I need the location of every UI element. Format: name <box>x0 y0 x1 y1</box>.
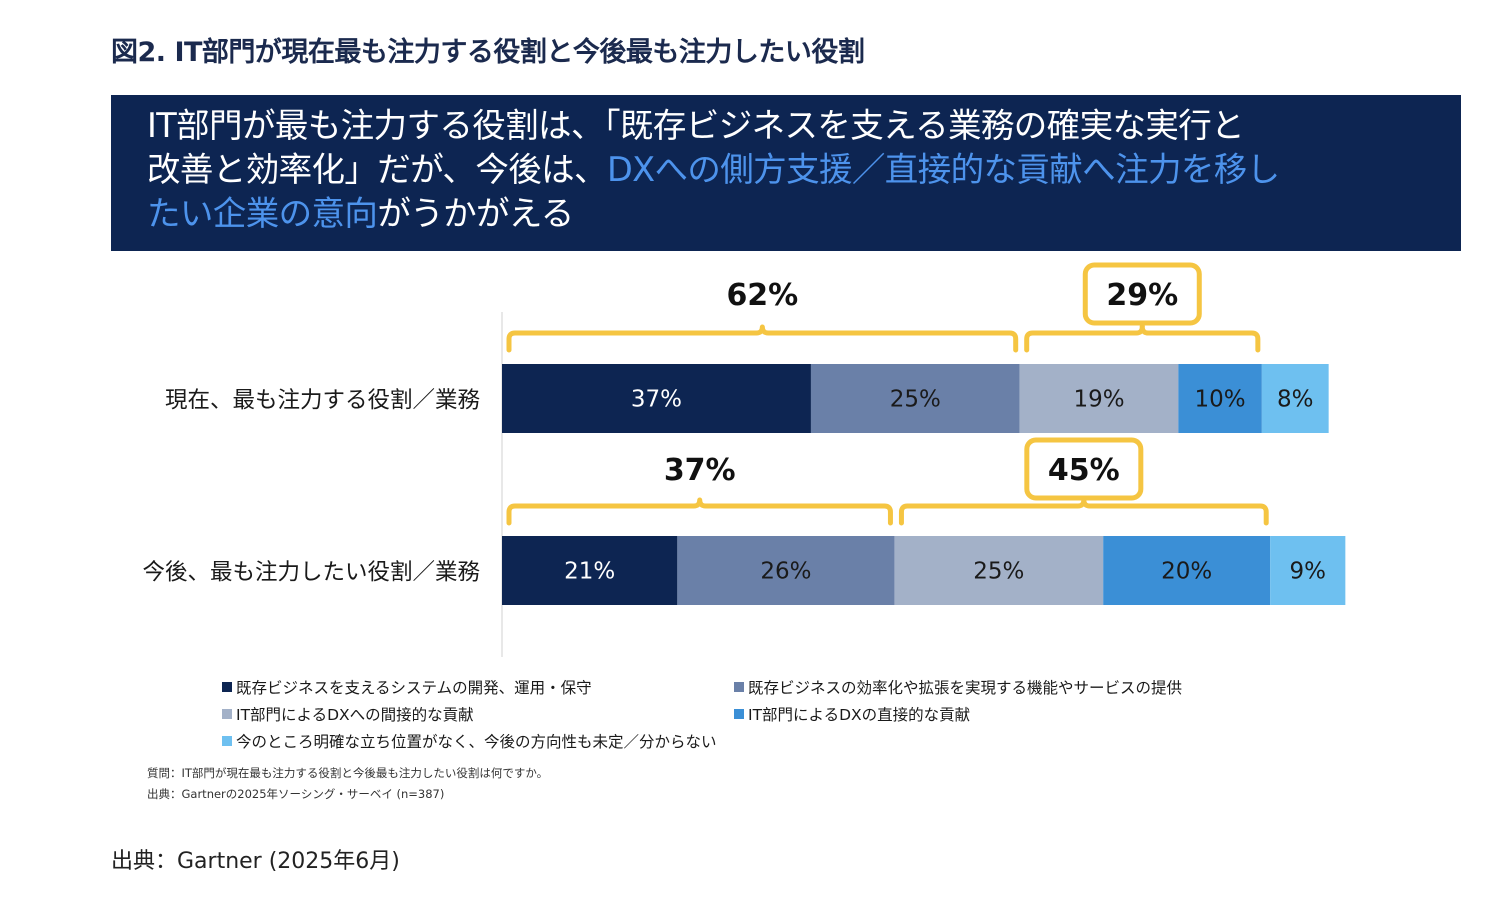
legend-swatch <box>222 682 232 692</box>
bracket-total-label: 62% <box>726 278 798 313</box>
legend-swatch <box>222 736 232 746</box>
legend-item: 既存ビジネスの効率化や拡張を実現する機能やサービスの提供 <box>734 676 1182 698</box>
bar-value-label: 8% <box>1277 387 1314 413</box>
bar-segment <box>1019 364 1179 433</box>
bar-value-label: 21% <box>564 559 615 585</box>
survey-question-note: 質問：IT部門が現在最も注力する役割と今後最も注力したい役割は何ですか。 <box>147 766 549 780</box>
legend-label: 既存ビジネスの効率化や拡張を実現する機能やサービスの提供 <box>748 679 1183 697</box>
legend-item: 既存ビジネスを支えるシステムの開発、運用・保守 <box>222 676 592 698</box>
banner-line-3-highlight: たい企業の意向 <box>147 194 378 233</box>
banner-line-3: たい企業の意向がうかがえる <box>147 192 1451 236</box>
legend-item: IT部門によるDXの直接的な貢献 <box>734 703 970 725</box>
bar-value-label: 25% <box>973 559 1024 585</box>
bracket-total-label: 45% <box>1048 453 1120 488</box>
bar-segment <box>810 364 1020 433</box>
bracket-label-box <box>1024 437 1144 501</box>
legend-item: 今のところ明確な立ち位置がなく、今後の方向性も未定／分からない <box>222 730 717 752</box>
legend-label: 既存ビジネスを支えるシステムの開発、運用・保守 <box>236 679 592 697</box>
bracket-line <box>506 497 893 526</box>
bar-segment <box>502 536 678 605</box>
category-label: 今後、最も注力したい役割／業務 <box>142 560 480 586</box>
bracket-line <box>1024 324 1261 353</box>
survey-source-note: 出典：Gartnerの2025年ソーシング・サーベイ (n=387) <box>147 787 445 801</box>
bar-segment <box>894 536 1104 605</box>
banner-line-1: IT部門が最も注力する役割は、「既存ビジネスを支える業務の確実な実行と <box>147 106 1245 145</box>
bar-segment <box>1103 536 1271 605</box>
banner-line-2: 改善と効率化」だが、今後は、DXへの側方支援／直接的な貢献へ注力を移し <box>147 148 1451 192</box>
bar-value-label: 26% <box>760 559 811 585</box>
bar-value-label: 19% <box>1073 387 1124 413</box>
bracket-total-label: 37% <box>664 453 736 488</box>
legend-label: 今のところ明確な立ち位置がなく、今後の方向性も未定／分からない <box>236 733 717 751</box>
banner-line-2-highlight: DXへの側方支援／直接的な貢献へ注力を移し <box>606 150 1280 189</box>
bracket-line <box>898 497 1269 526</box>
legend-label: IT部門によるDXの直接的な貢献 <box>748 706 971 724</box>
bar-value-label: 20% <box>1161 559 1212 585</box>
figure-title: 図2. IT部門が現在最も注力する役割と今後最も注力したい役割 <box>111 37 865 68</box>
bar-segment <box>1178 364 1262 433</box>
legend-swatch <box>734 709 744 719</box>
bracket-label-box <box>1082 262 1202 326</box>
bar-segment <box>1261 364 1329 433</box>
footer-source: 出典：Gartner (2025年6月) <box>111 849 400 874</box>
headline-banner: IT部門が最も注力する役割は、「既存ビジネスを支える業務の確実な実行と 改善と効… <box>111 95 1461 251</box>
legend-swatch <box>734 682 744 692</box>
bracket-line <box>506 324 1019 353</box>
legend-label: IT部門によるDXへの間接的な貢献 <box>236 706 474 724</box>
legend-swatch <box>222 709 232 719</box>
bar-value-label: 25% <box>890 387 941 413</box>
category-label: 現在、最も注力する役割／業務 <box>165 388 481 414</box>
bar-value-label: 10% <box>1195 387 1246 413</box>
bar-segment <box>502 364 811 433</box>
legend-item: IT部門によるDXへの間接的な貢献 <box>222 703 474 725</box>
bar-segment <box>677 536 895 605</box>
banner-line-2-plain: 改善と効率化」だが、今後は、 <box>147 150 608 189</box>
bar-value-label: 9% <box>1290 559 1327 585</box>
banner-line-3-plain: がうかがえる <box>377 194 574 233</box>
bar-value-label: 37% <box>631 387 682 413</box>
bar-segment <box>1270 536 1346 605</box>
bracket-total-label: 29% <box>1106 278 1178 313</box>
